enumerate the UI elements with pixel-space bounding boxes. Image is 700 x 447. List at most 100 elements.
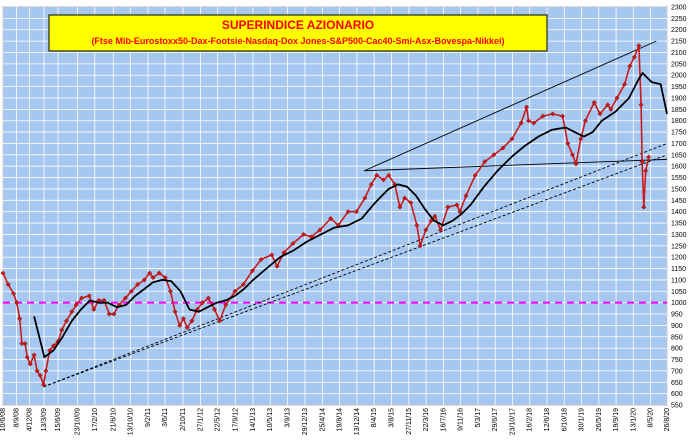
x-tick-label: 3/9/13 [285, 408, 292, 428]
x-tick-label: 12/6/18 [544, 408, 551, 431]
y-tick-label: 2300 [671, 5, 687, 12]
y-tick-label: 700 [671, 368, 683, 375]
y-tick-label: 2100 [671, 50, 687, 57]
data-point-marker [560, 113, 566, 119]
data-point-marker [362, 195, 368, 201]
data-point-marker [597, 111, 603, 117]
data-point-marker [27, 361, 33, 367]
data-point-marker [582, 118, 588, 124]
x-tick-label: 19/8/14 [337, 408, 344, 431]
data-point-marker [50, 343, 56, 349]
data-point-marker [614, 95, 620, 101]
x-tick-label: 27/11/15 [406, 408, 413, 435]
x-tick-label: 21/6/10 [110, 408, 117, 431]
data-point-marker [386, 172, 392, 178]
x-tick-label: 4/12/08 [26, 408, 33, 431]
trendline [364, 158, 668, 172]
data-point-marker [91, 306, 97, 312]
y-tick-label: 1050 [671, 289, 687, 296]
y-tick-label: 2150 [671, 39, 687, 46]
data-point-marker [500, 145, 506, 151]
moving-average-line [33, 72, 668, 359]
x-tick-label: 25/4/14 [319, 408, 326, 431]
data-point-marker [472, 172, 478, 178]
data-point-marker [643, 168, 649, 174]
data-point-marker [69, 309, 75, 315]
y-tick-label: 1950 [671, 84, 687, 91]
x-tick-label: 23/10/09 [74, 408, 81, 435]
data-point-marker [11, 291, 17, 297]
x-tick-label: 13/1/20 [630, 408, 637, 431]
y-tick-label: 1650 [671, 152, 687, 159]
data-point-marker [14, 300, 20, 306]
data-point-marker [408, 200, 414, 206]
y-tick-label: 1000 [671, 300, 687, 307]
data-point-marker [79, 295, 85, 301]
series-layer [0, 43, 668, 388]
trendline [364, 40, 657, 172]
data-point-marker [147, 270, 153, 276]
data-point-marker [269, 252, 275, 258]
y-axis: 550 600 650 700 750 800 850 900 950 1000 1050 1100 1… [671, 5, 687, 410]
data-point-marker [573, 161, 579, 167]
x-tick-label: 8/9/08 [13, 408, 20, 428]
data-point-marker [212, 306, 218, 312]
data-point-marker [156, 270, 162, 276]
plot-area [2, 6, 668, 406]
x-tick-label: 15/6/09 [55, 408, 62, 431]
x-tick-label: 8/5/20 [648, 408, 655, 428]
data-point-marker [622, 81, 628, 87]
data-point-marker [605, 102, 611, 108]
x-tick-label: 14/1/13 [250, 408, 257, 431]
y-tick-label: 1150 [671, 266, 686, 273]
x-tick-label: 16/2/18 [527, 408, 534, 431]
data-point-marker [397, 204, 403, 210]
x-tick-label: 17/9/12 [232, 408, 239, 431]
data-point-marker [569, 152, 575, 158]
data-point-marker [639, 159, 645, 165]
x-tick-label: 29/12/13 [302, 408, 309, 435]
data-point-marker [135, 281, 141, 287]
x-tick-label: 26/8/20 [664, 408, 671, 431]
data-point-marker [189, 318, 195, 324]
data-point-marker [368, 181, 374, 187]
x-tick-label: 6/10/18 [561, 408, 568, 431]
data-point-marker [180, 316, 186, 322]
y-tick-label: 550 [671, 403, 683, 410]
x-tick-label: 29/6/17 [492, 408, 499, 431]
x-tick-label: 23/10/17 [509, 408, 516, 435]
data-point-marker [177, 322, 183, 328]
data-point-marker [454, 202, 460, 208]
y-tick-label: 1200 [671, 255, 687, 262]
x-tick-label: 9/2/11 [145, 408, 152, 427]
data-point-marker [34, 368, 40, 374]
data-point-marker [22, 341, 28, 347]
data-point-marker [41, 382, 46, 388]
title-box-background [48, 14, 548, 52]
data-point-marker [438, 227, 444, 233]
y-tick-label: 1900 [671, 95, 687, 102]
data-point-marker [402, 195, 408, 201]
x-tick-label: 19/9/19 [613, 408, 620, 431]
x-tick-label: 27/1/12 [197, 408, 204, 431]
x-tick-label: 2/10/11 [180, 408, 187, 431]
y-tick-label: 1550 [671, 175, 687, 182]
data-point-marker [150, 275, 156, 281]
trendline [43, 143, 668, 388]
trendline [43, 154, 668, 388]
x-tick-label: 17/2/10 [92, 408, 99, 431]
title-box: SUPERINDICE AZIONARIO (Ftse Mib-Eurostox… [48, 14, 548, 52]
data-point-marker [353, 209, 359, 215]
x-tick-label: 10/6/08 [0, 408, 7, 431]
y-tick-label: 850 [671, 334, 683, 341]
data-point-marker [240, 281, 246, 287]
data-point-marker [290, 241, 296, 247]
data-point-marker [274, 263, 280, 269]
data-point-marker [526, 118, 532, 124]
data-point-marker [463, 193, 469, 199]
data-point-marker [317, 227, 323, 233]
y-tick-label: 1100 [671, 277, 686, 284]
data-point-marker [205, 295, 211, 301]
data-point-marker [106, 311, 112, 317]
